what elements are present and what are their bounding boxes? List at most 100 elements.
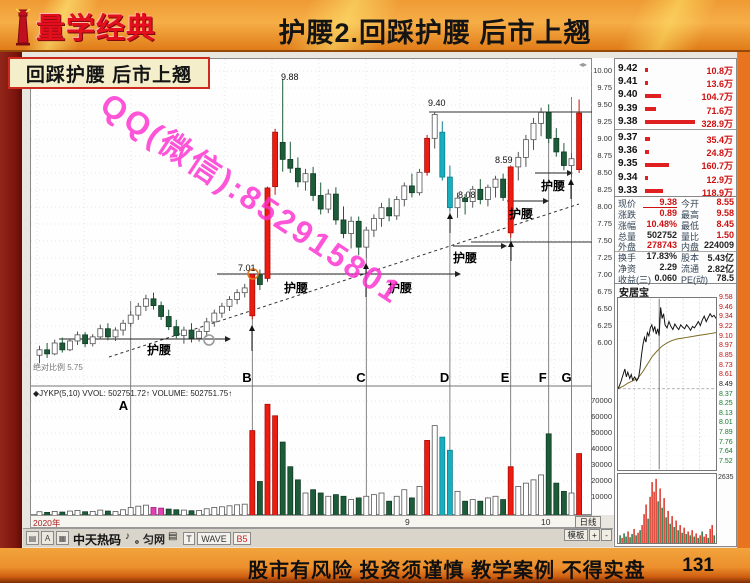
order-book-row-ask[interactable]: 9.38 328.9万 <box>615 116 736 129</box>
quote-stats: 现价 9.38 今开 8.55 涨跌 0.89 最高 9.58 涨幅 10.48% 最低 8.45 总量… <box>615 197 736 286</box>
intraday-volume-bar <box>707 537 709 543</box>
intraday-volume-bar <box>673 526 675 543</box>
quote-label: 外盘 <box>618 242 637 253</box>
volume-bar <box>477 500 484 517</box>
tab-t[interactable]: T <box>183 532 195 545</box>
volume-bar <box>568 492 575 517</box>
pattern-callout: 回踩护腰 后市上翘 <box>8 57 210 89</box>
volume-bar <box>363 495 370 517</box>
candle <box>408 185 415 194</box>
volume-bar <box>310 489 317 517</box>
period-daily-button[interactable]: 日线 <box>575 516 601 528</box>
order-size: 13.6万 <box>706 79 733 90</box>
candle <box>431 114 438 139</box>
quote-value: 502752 <box>646 229 677 240</box>
order-book-row-ask[interactable]: 9.40 104.7万 <box>615 89 736 102</box>
volume-bar <box>264 403 271 517</box>
volume-bar <box>317 492 324 517</box>
intraday-volume-bar <box>669 523 671 543</box>
intraday-price-line <box>618 307 716 389</box>
intraday-volume-bar <box>705 534 707 543</box>
timeline-row[interactable]: 2020年 9 10 <box>30 515 592 528</box>
highlight-circle <box>203 334 215 346</box>
up-arrowhead <box>249 325 255 331</box>
taskbar-button-3[interactable]: ▦ <box>56 531 69 545</box>
candle <box>469 188 476 202</box>
quote-value: 5.43亿 <box>707 253 734 264</box>
intraday-volume-bar <box>677 530 679 543</box>
order-size: 24.8万 <box>706 148 733 159</box>
order-book-row-bid[interactable]: 9.35 160.7万 <box>615 158 736 171</box>
volume-bar <box>538 474 545 517</box>
price-axis-label: 8.50 <box>597 168 612 177</box>
page-number: 131 <box>682 555 714 576</box>
intraday-volume-bar <box>713 535 715 543</box>
order-price: 9.34 <box>618 171 638 183</box>
intraday-volume-bar <box>689 535 691 543</box>
order-book-row-ask[interactable]: 9.42 10.8万 <box>615 63 736 76</box>
order-size-bar <box>645 93 661 98</box>
quote-label: 收益(三) <box>618 275 651 286</box>
volume-bar <box>545 433 552 517</box>
up-arrowhead <box>568 179 574 185</box>
candle <box>340 219 347 234</box>
taskbar-button-2[interactable]: A <box>41 531 54 545</box>
timeline-month-9: 9 <box>405 517 410 527</box>
order-book-row-bid[interactable]: 9.33 118.9万 <box>615 185 736 198</box>
intraday-volume-bar <box>701 531 703 543</box>
chart-window: A B C D E F G 护腰 护腰 护腰 护腰 护腰 护腰 9.88 9.40 8.59 8.08 7.01 绝… <box>22 52 738 548</box>
order-book-row-ask[interactable]: 9.41 13.6万 <box>615 76 736 89</box>
candle <box>82 334 88 345</box>
candle <box>112 329 119 338</box>
candle <box>294 167 301 183</box>
quote-label: 最高 <box>681 209 700 220</box>
quote-row: 总量 502752 量比 1.50 <box>615 229 736 242</box>
intraday-volume-bar <box>633 528 635 543</box>
intraday-axis-label: 9.58 <box>719 294 733 301</box>
quote-value: 8.55 <box>716 197 734 207</box>
candle <box>538 112 545 124</box>
template-button[interactable]: 模板 <box>564 529 588 541</box>
template-tools: 模板 + - <box>564 529 614 542</box>
intraday-axis-label: 8.01 <box>719 419 733 427</box>
candle <box>302 173 309 183</box>
tab-wave[interactable]: WAVE <box>197 532 231 545</box>
stock-name: 安居宝 <box>619 288 649 299</box>
plus-button[interactable]: + <box>589 529 600 541</box>
page-title: 护腰2.回踩护腰 后市上翘 <box>278 18 592 48</box>
order-book-row-bid[interactable]: 9.36 24.8万 <box>615 145 736 158</box>
intraday-axis-label: 9.34 <box>719 313 733 321</box>
candle <box>89 336 96 345</box>
candle <box>59 342 66 351</box>
candle <box>226 299 233 307</box>
price-axis-label: 9.50 <box>597 100 612 109</box>
order-book-separator <box>615 129 736 130</box>
quote-label: 总量 <box>618 231 637 242</box>
order-size: 35.4万 <box>706 135 733 145</box>
intraday-volume-bar <box>653 491 655 543</box>
candlestick-pane[interactable]: A B C D E F G 护腰 护腰 护腰 护腰 护腰 护腰 9.88 9.40 8.59 8.08 7.01 绝… <box>30 58 593 517</box>
order-size: 12.9万 <box>706 174 733 185</box>
candle <box>386 207 393 217</box>
volume-bar <box>507 466 514 517</box>
order-book-row-bid[interactable]: 9.37 35.4万 <box>615 132 736 145</box>
candle <box>325 193 332 210</box>
intraday-volume-bar <box>627 531 629 543</box>
intraday-volume-bar <box>643 514 645 543</box>
intraday-panel[interactable]: 安居宝 9.58 9.46 9.34 9.22 9.10 8.97 8.85 8.73 8.61… <box>615 284 736 546</box>
volume-bar <box>340 495 347 517</box>
minus-button[interactable]: - <box>601 529 612 541</box>
order-size-bar <box>645 162 670 167</box>
order-book-row-bid[interactable]: 9.34 12.9万 <box>615 172 736 185</box>
taskbar: ▤ A ▦ 中天热码 ♪。匀网 ▤ T WAVE B5 <box>23 528 613 547</box>
disclaimer-text: 股市有风险 投资须谨慎 教学案例 不得实盘 <box>248 560 646 582</box>
volume-bar <box>561 490 567 517</box>
order-book-row-ask[interactable]: 9.39 71.6万 <box>615 103 736 116</box>
tab-b5[interactable]: B5 <box>233 532 251 545</box>
brand-logo-text: 量学经典 <box>36 13 157 45</box>
price-axis-label: 6.75 <box>597 287 612 296</box>
intraday-volume-svg <box>617 473 717 544</box>
intraday-axis-label: 8.97 <box>719 342 733 350</box>
taskbar-button-1[interactable]: ▤ <box>26 531 39 545</box>
